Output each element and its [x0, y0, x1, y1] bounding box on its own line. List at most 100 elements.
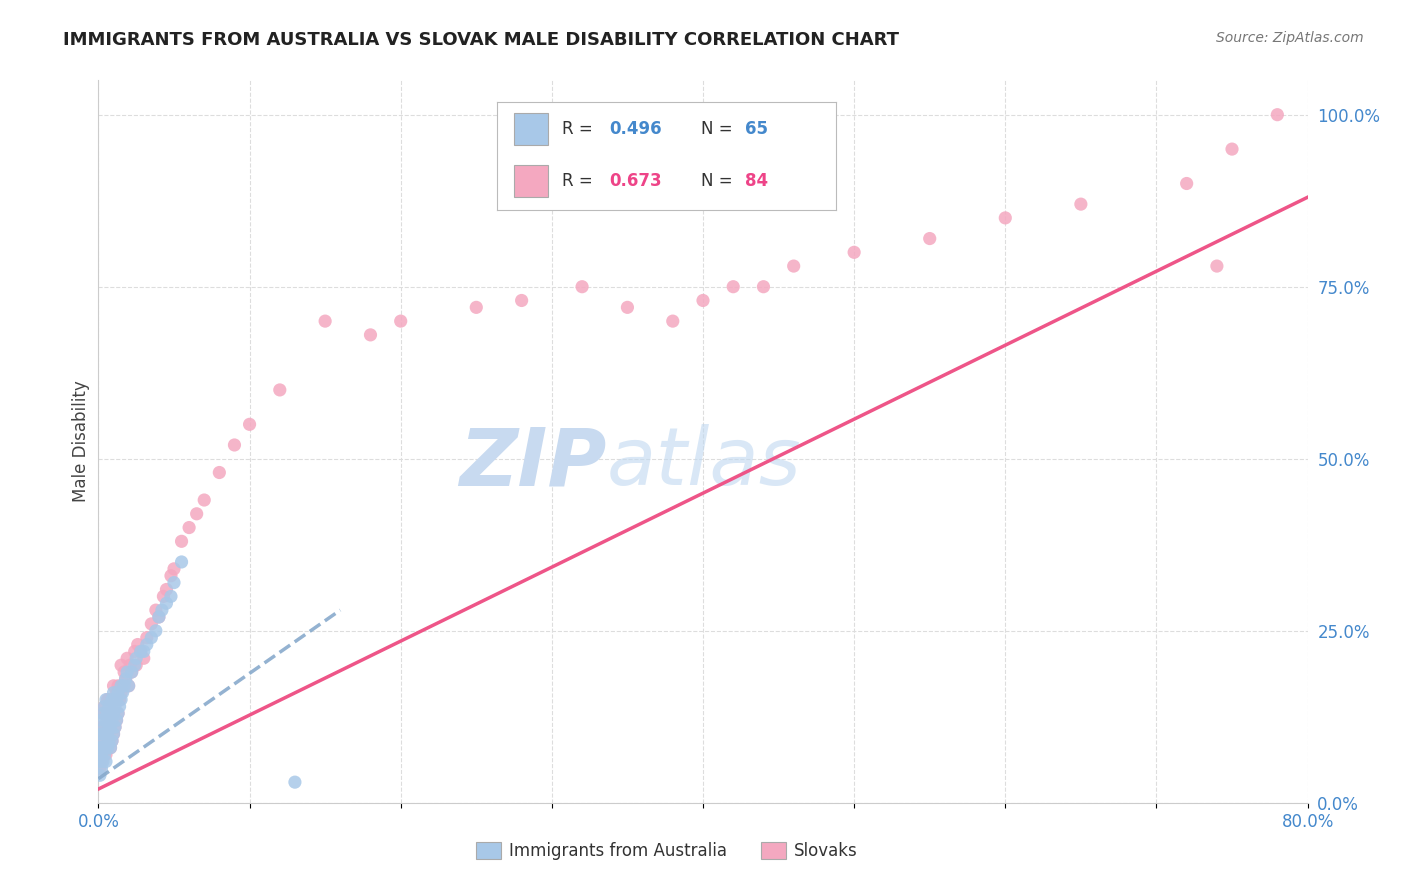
Point — [752, 279, 775, 293]
Text: atlas: atlas — [606, 425, 801, 502]
Point — [186, 507, 208, 521]
Point — [314, 314, 336, 328]
Point — [121, 665, 143, 679]
Point — [105, 713, 128, 727]
Point — [98, 699, 121, 714]
Point — [93, 699, 115, 714]
Point — [360, 327, 382, 342]
Point — [723, 279, 745, 293]
Point — [94, 713, 117, 727]
Point — [163, 575, 186, 590]
Point — [389, 314, 412, 328]
Point — [90, 740, 112, 755]
Point — [90, 720, 112, 734]
Point — [93, 747, 115, 762]
Point — [118, 679, 141, 693]
Point — [93, 740, 115, 755]
Point — [90, 713, 112, 727]
Point — [661, 314, 683, 328]
Point — [93, 699, 115, 714]
Point — [1267, 108, 1289, 122]
Point — [148, 610, 170, 624]
Point — [115, 651, 138, 665]
Point — [111, 686, 134, 700]
Point — [101, 699, 124, 714]
Point — [94, 740, 117, 755]
Point — [89, 747, 111, 762]
Point — [783, 259, 806, 273]
Point — [103, 727, 125, 741]
Point — [103, 706, 125, 721]
Point — [93, 720, 115, 734]
Point — [125, 651, 148, 665]
Point — [90, 727, 112, 741]
Point — [94, 727, 117, 741]
Point — [94, 747, 117, 762]
Point — [98, 720, 121, 734]
Point — [1220, 142, 1243, 156]
Point — [98, 734, 121, 748]
Point — [170, 534, 193, 549]
Point — [94, 755, 117, 769]
Text: IMMIGRANTS FROM AUSTRALIA VS SLOVAK MALE DISABILITY CORRELATION CHART: IMMIGRANTS FROM AUSTRALIA VS SLOVAK MALE… — [63, 31, 900, 49]
Point — [129, 644, 152, 658]
Point — [111, 679, 134, 693]
Point — [994, 211, 1017, 225]
Point — [89, 761, 111, 775]
Point — [100, 720, 122, 734]
Point — [115, 665, 138, 679]
Point — [104, 692, 127, 706]
Point — [269, 383, 291, 397]
Point — [129, 644, 152, 658]
Point — [90, 755, 112, 769]
Point — [103, 706, 125, 721]
Y-axis label: Male Disability: Male Disability — [72, 381, 90, 502]
Point — [239, 417, 262, 432]
Point — [100, 740, 122, 755]
Point — [104, 720, 127, 734]
Point — [284, 775, 307, 789]
Text: ZIP: ZIP — [458, 425, 606, 502]
Point — [124, 658, 146, 673]
Point — [96, 720, 118, 734]
Point — [125, 658, 148, 673]
Point — [89, 768, 111, 782]
Point — [103, 679, 125, 693]
Point — [93, 734, 115, 748]
Point — [96, 740, 118, 755]
Point — [100, 706, 122, 721]
Point — [108, 699, 131, 714]
Point — [616, 301, 638, 315]
Point — [208, 466, 231, 480]
Point — [150, 603, 173, 617]
Point — [91, 706, 114, 721]
Point — [107, 679, 129, 693]
Point — [132, 651, 155, 665]
Point — [135, 638, 157, 652]
Point — [127, 638, 149, 652]
Point — [100, 706, 122, 721]
Point — [89, 740, 111, 755]
Point — [105, 692, 128, 706]
Point — [107, 686, 129, 700]
Point — [96, 692, 118, 706]
Point — [160, 568, 183, 582]
Point — [110, 658, 132, 673]
Point — [141, 616, 163, 631]
Point — [145, 603, 167, 617]
Point — [105, 686, 128, 700]
Point — [94, 727, 117, 741]
Point — [91, 747, 114, 762]
Point — [155, 596, 177, 610]
Point — [98, 734, 121, 748]
Point — [1206, 259, 1229, 273]
Point — [101, 734, 124, 748]
Point — [107, 706, 129, 721]
Point — [179, 520, 201, 534]
Point — [107, 706, 129, 721]
Point — [224, 438, 246, 452]
Point — [110, 686, 132, 700]
Point — [104, 699, 127, 714]
Point — [89, 755, 111, 769]
Point — [135, 631, 157, 645]
